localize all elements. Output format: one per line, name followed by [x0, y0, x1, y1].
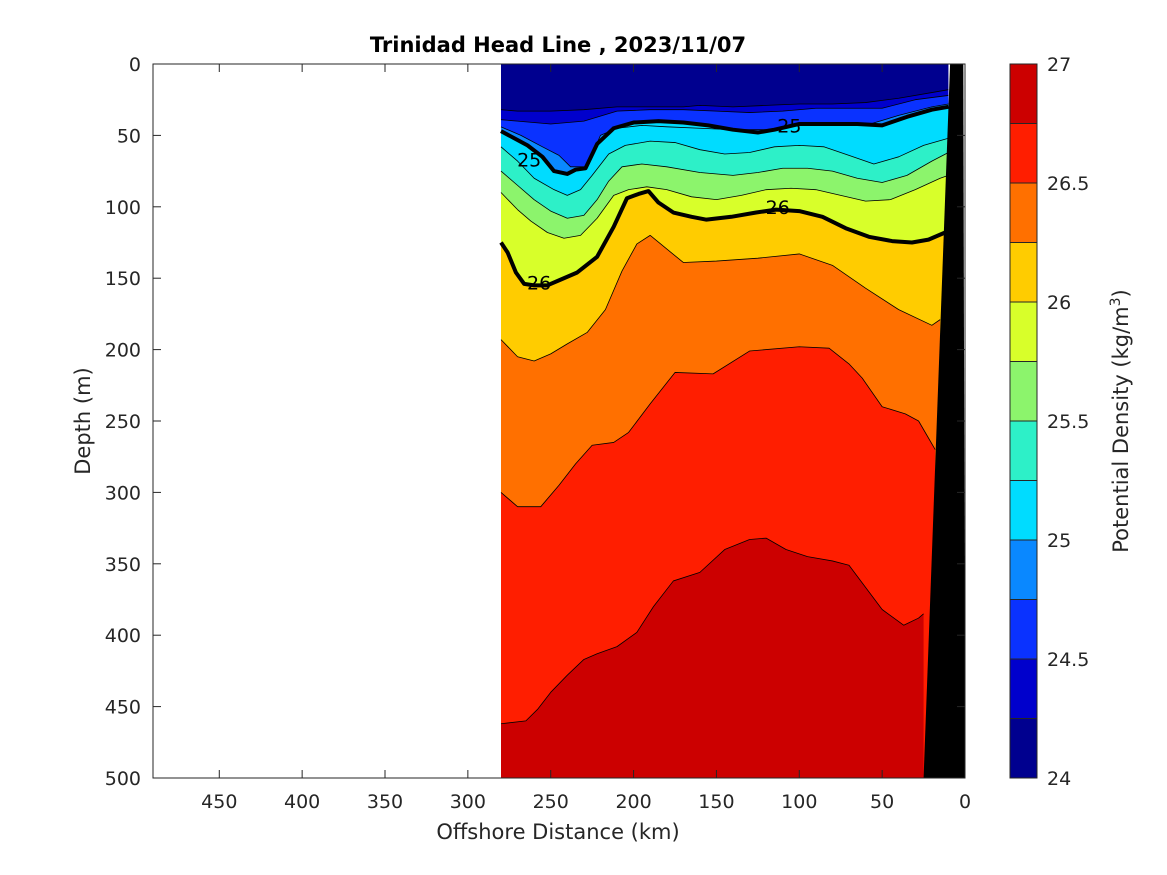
isopycnal-25 [500, 104, 949, 176]
x-tick-label: 100 [781, 791, 817, 813]
chart-title: Trinidad Head Line , 2023/11/07 [370, 33, 746, 57]
contour-label-25: 25 [777, 115, 801, 137]
y-axis-label: Depth (m) [71, 367, 95, 474]
y-tick-label: 0 [129, 54, 141, 76]
colorbar-swatch-26.75 [1010, 64, 1037, 124]
isopycnal-26 [499, 189, 946, 288]
y-tick-label: 50 [117, 125, 141, 147]
isopycnal-26.25 [500, 234, 941, 362]
y-tick-label: 350 [105, 554, 141, 576]
isopycnal-lines [499, 89, 949, 725]
y-tick-label: 250 [105, 411, 141, 433]
density-bands [501, 64, 949, 778]
colorbar-swatch-25.25 [1010, 421, 1037, 481]
x-tick-label: 50 [870, 791, 894, 813]
isopycnal-24.25 [500, 89, 949, 112]
colorbar-tick-label: 25 [1047, 530, 1071, 552]
isopycnal-25.5 [500, 152, 949, 219]
y-tick-label: 100 [105, 197, 141, 219]
x-tick-label: 350 [367, 791, 403, 813]
colorbar-swatch-25 [1010, 480, 1037, 540]
band-26.75 [501, 538, 924, 778]
x-tick-label: 200 [615, 791, 651, 813]
colorbar-swatch-25.5 [1010, 361, 1037, 421]
x-tick-label: 300 [450, 791, 486, 813]
colorbar-tick-label: 24 [1047, 768, 1071, 790]
colorbar-tick-label: 26 [1047, 292, 1071, 314]
colorbar-swatch-26.5 [1010, 123, 1037, 183]
contour-labels: 25 25 26 26 [517, 115, 801, 294]
colorbar-ticks: 24 24.5 25 25.5 26 26.5 27 [1010, 54, 1089, 790]
y-axis-ticks: 0 50 100 150 200 250 300 350 400 450 500 [105, 54, 965, 790]
y-tick-label: 400 [105, 625, 141, 647]
colorbar-label: Potential Density (kg/m3) [1108, 289, 1133, 553]
seafloor-bathymetry [923, 64, 965, 778]
colorbar-swatch-25.75 [1010, 302, 1037, 362]
x-tick-label: 450 [201, 791, 237, 813]
x-tick-label: 250 [533, 791, 569, 813]
isopycnal-24.5 [500, 95, 949, 125]
y-tick-label: 150 [105, 268, 141, 290]
colorbar-swatch-26 [1010, 242, 1037, 302]
colorbar-label-sup: 3 [1108, 297, 1124, 306]
colorbar-tick-label: 26.5 [1047, 173, 1089, 195]
isopycnal-25.75 [500, 175, 949, 239]
x-tick-label: 150 [698, 791, 734, 813]
colorbar-label-end: ) [1109, 289, 1133, 297]
isopycnal-26.5 [500, 346, 936, 508]
x-tick-label: 400 [284, 791, 320, 813]
contour-label-25: 25 [517, 150, 541, 172]
y-tick-label: 200 [105, 340, 141, 362]
x-axis-ticks: 450 400 350 300 250 200 150 100 50 0 [201, 64, 971, 813]
colorbar: 24 24.5 25 25.5 26 26.5 27 Potential Density (… [1009, 54, 1133, 790]
colorbar-swatch-24.5 [1010, 599, 1037, 659]
y-tick-label: 300 [105, 482, 141, 504]
isopycnal-25.25 [500, 137, 949, 196]
colorbar-label-main: Potential Density (kg/m [1109, 306, 1133, 552]
contour-label-26: 26 [766, 197, 790, 219]
colorbar-swatch-26.25 [1010, 183, 1037, 243]
x-axis-label: Offshore Distance (km) [436, 820, 679, 844]
colorbar-swatch-24 [1010, 718, 1037, 778]
x-tick-label: 0 [959, 791, 971, 813]
colorbar-swatches [1010, 64, 1037, 778]
bathymetry-layer [923, 64, 965, 778]
colorbar-swatch-24.25 [1010, 659, 1037, 719]
y-tick-label: 450 [105, 697, 141, 719]
colorbar-tick-label: 27 [1047, 54, 1071, 76]
isopycnal-26.75 [500, 537, 924, 725]
contour-label-26: 26 [527, 272, 551, 294]
y-tick-label: 500 [105, 768, 141, 790]
colorbar-swatch-24.75 [1010, 540, 1037, 600]
colorbar-tick-label: 25.5 [1047, 411, 1089, 433]
colorbar-tick-label: 24.5 [1047, 649, 1089, 671]
